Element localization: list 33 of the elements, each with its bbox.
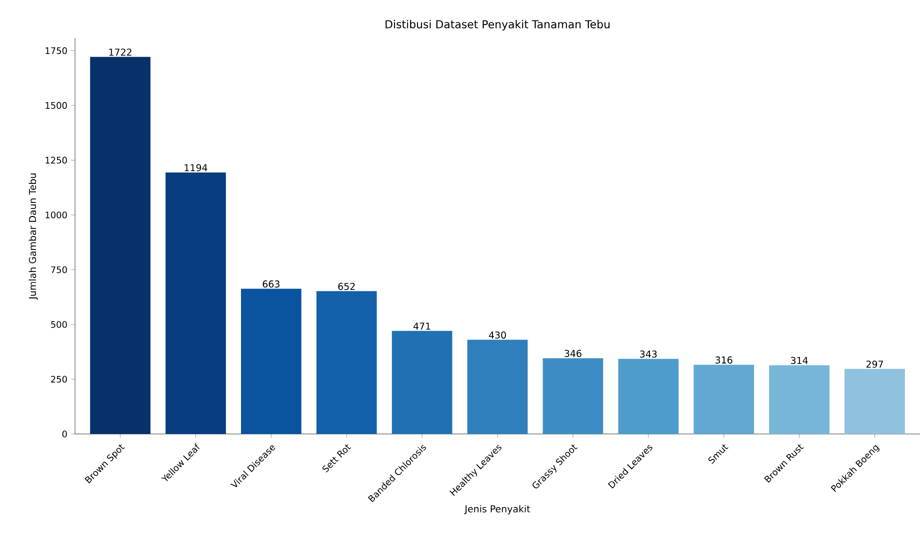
y-tick-label: 1000 [46,212,67,218]
y-tick-label: 1250 [46,156,67,164]
y-tick-label: 1750 [46,47,67,54]
y-tick-label: 500 [51,321,67,328]
bar [844,368,905,434]
bar [694,364,754,434]
bar [166,172,226,434]
bar [467,340,528,434]
data-label: 346 [564,350,582,358]
bar [240,288,302,434]
y-tick-label: 0 [62,430,67,438]
bar [90,56,150,434]
data-label: 297 [866,360,883,368]
bar [392,330,452,434]
y-axis-title: Jumlah Gambar Daun Tebu [28,174,38,300]
data-label: 314 [790,356,808,364]
y-tick-label: 750 [51,266,67,274]
data-label: 652 [338,282,355,290]
data-label: 471 [414,322,430,330]
data-label: 663 [262,280,280,288]
bar [316,291,377,434]
bar [542,358,604,434]
y-tick-label: 1500 [46,102,67,109]
y-tick-label: 250 [51,376,67,383]
data-label: 343 [640,350,657,358]
chart-title: Distibusi Dataset Penyakit Tanaman Tebu [386,20,610,30]
bar [618,358,679,434]
data-label: 316 [716,356,732,364]
x-axis-title: Jenis Penyakit [464,505,530,514]
data-label: 430 [488,331,506,339]
bar [769,365,830,434]
data-label: 1194 [184,164,208,172]
data-label: 1722 [109,48,132,56]
